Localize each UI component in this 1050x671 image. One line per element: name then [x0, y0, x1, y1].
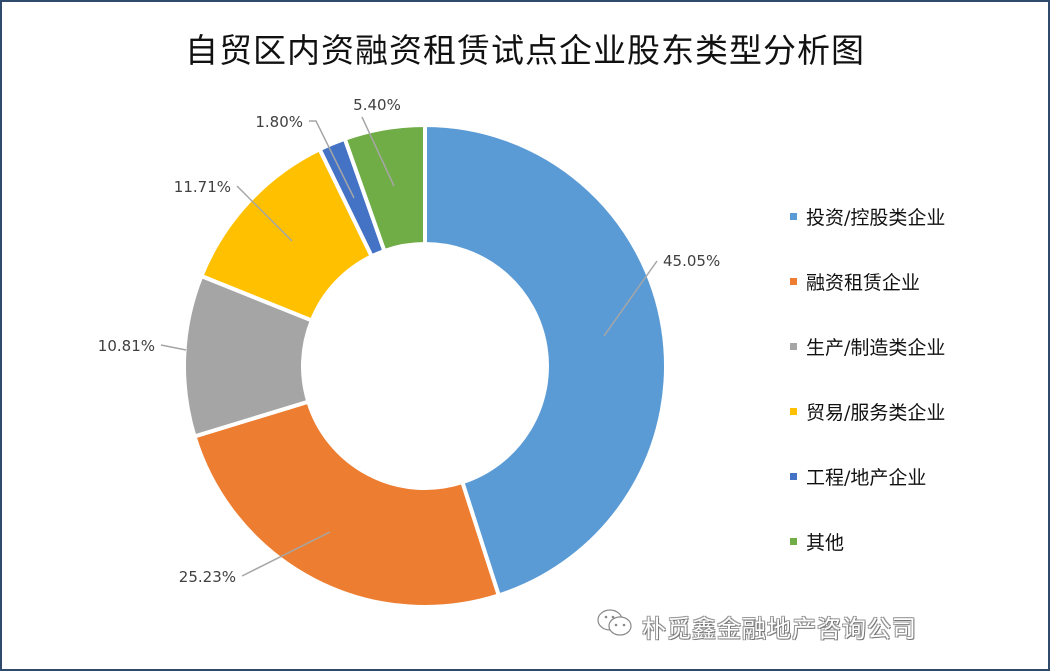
legend-item-trade: 贸易/服务类企业: [790, 379, 945, 444]
legend-label: 贸易/服务类企业: [806, 402, 946, 424]
legend-label: 工程/地产企业: [806, 467, 927, 489]
legend-swatch: [790, 278, 797, 285]
percent-label: 1.80%: [255, 113, 303, 131]
leader-line: [309, 120, 355, 199]
donut-slice: [192, 399, 502, 609]
leader-line: [241, 531, 331, 577]
legend-label: 其他: [806, 532, 845, 554]
legend-label: 融资租赁企业: [806, 272, 921, 294]
leader-line: [160, 344, 187, 351]
legend-swatch: [790, 213, 797, 220]
percent-labels: 45.05% 25.23% 10.81% 11.71% 1.80% 5.40%: [98, 96, 720, 586]
legend-item-investment: 投资/控股类企业: [790, 184, 945, 249]
legend-swatch: [790, 343, 797, 350]
legend-item-manufacturing: 生产/制造类企业: [790, 314, 945, 379]
percent-label: 5.40%: [353, 96, 401, 114]
watermark-text: 朴觅鑫金融地产咨询公司: [642, 614, 917, 643]
wechat-icon: [596, 608, 634, 644]
watermark: 朴觅鑫金融地产咨询公司: [596, 608, 917, 644]
leader-line: [361, 116, 395, 187]
donut-slice: [342, 122, 427, 254]
leader-line: [236, 185, 293, 242]
donut-slices: [182, 122, 668, 609]
percent-label: 45.05%: [663, 252, 720, 270]
percent-label: 25.23%: [179, 568, 236, 586]
percent-label: 11.71%: [174, 178, 231, 196]
legend-item-leasing: 融资租赁企业: [790, 249, 945, 314]
legend-label: 生产/制造类企业: [806, 337, 946, 359]
legend-swatch: [790, 538, 797, 545]
percent-label: 10.81%: [98, 337, 155, 355]
leader-line: [603, 260, 658, 337]
legend-item-engineering: 工程/地产企业: [790, 444, 945, 509]
leader-lines: [160, 116, 658, 577]
legend-label: 投资/控股类企业: [806, 207, 946, 229]
legend-item-other: 其他: [790, 509, 945, 574]
legend-swatch: [790, 473, 797, 480]
donut-slice: [423, 122, 668, 598]
legend-swatch: [790, 408, 797, 415]
chart-title: 自贸区内资融资租赁试点企业股东类型分析图: [185, 31, 865, 70]
chart-legend: 投资/控股类企业 融资租赁企业 生产/制造类企业 贸易/服务类企业 工程/地产企…: [790, 184, 945, 574]
